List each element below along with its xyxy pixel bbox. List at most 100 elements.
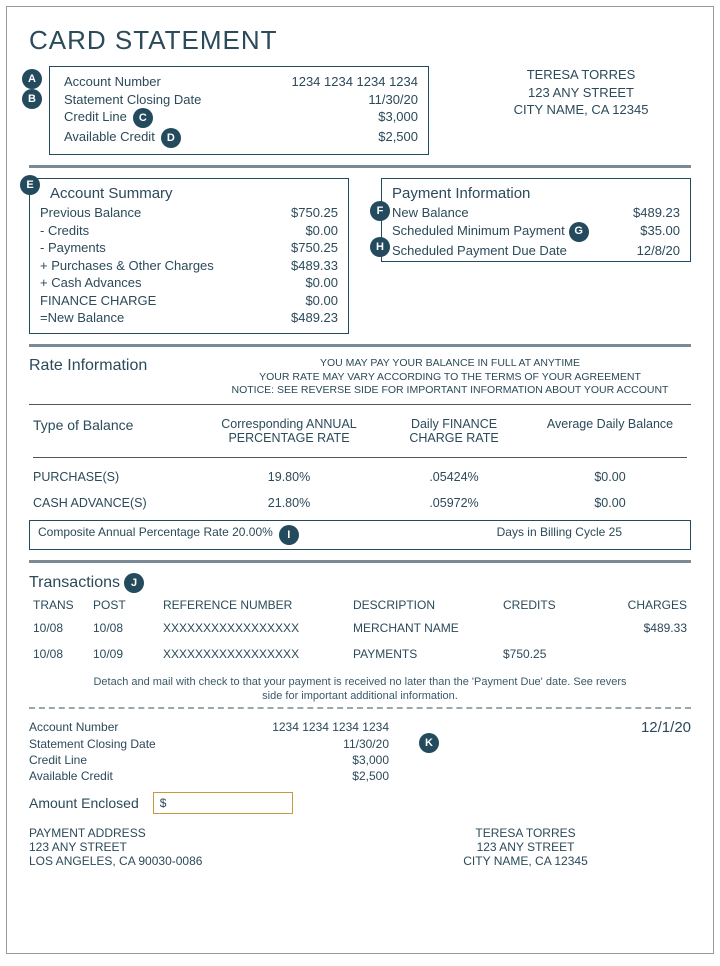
badge-h: H <box>370 237 390 257</box>
sum-label: =New Balance <box>40 309 124 327</box>
rate-row: CASH ADVANCE(S) 21.80% .05972% $0.00 <box>29 490 691 516</box>
sum-value: $750.25 <box>291 239 338 257</box>
stub-date: 12/1/20 <box>409 719 691 736</box>
pay-value: $35.00 <box>640 222 680 242</box>
stub-label: Available Credit <box>29 768 113 784</box>
cell: 10/08 <box>89 615 159 641</box>
th-desc: DESCRIPTION <box>349 595 499 615</box>
acct-label: Statement Closing Date <box>64 91 201 109</box>
notice-line: YOU MAY PAY YOUR BALANCE IN FULL AT ANYT… <box>209 357 691 371</box>
th-charges: CHARGES <box>579 595 691 615</box>
cell: $0.00 <box>529 490 691 516</box>
addressee-street: 123 ANY STREET <box>471 84 691 102</box>
badge-a: A <box>22 69 42 89</box>
cell <box>579 641 691 667</box>
rate-row: PURCHASE(S) 19.80% .05424% $0.00 <box>29 464 691 490</box>
th-trans: TRANS <box>29 595 89 615</box>
stub-value: $2,500 <box>352 768 389 784</box>
divider <box>29 404 691 405</box>
acct-value: 11/30/20 <box>368 91 418 109</box>
addressee-city: CITY NAME, CA 12345 <box>471 101 691 119</box>
badge-j: J <box>124 573 144 593</box>
cell: 10/09 <box>89 641 159 667</box>
badge-f: F <box>370 201 390 221</box>
rate-col-adb: Average Daily Balance <box>529 411 691 451</box>
sum-label: - Payments <box>40 239 106 257</box>
cell: 10/08 <box>29 615 89 641</box>
cell: XXXXXXXXXXXXXXXXX <box>159 615 349 641</box>
addr-line: TERESA TORRES <box>360 826 691 840</box>
rate-col-apr: Corresponding ANNUAL PERCENTAGE RATE <box>199 411 379 451</box>
payment-stub: Account Number 1234 1234 1234 1234 Statem… <box>29 719 691 814</box>
recipient-address: TERESA TORRES 123 ANY STREET CITY NAME, … <box>360 826 691 868</box>
cell: .05424% <box>379 464 529 490</box>
addressee-name: TERESA TORRES <box>471 66 691 84</box>
sum-value: $0.00 <box>305 222 338 240</box>
days-cycle: Days in Billing Cycle 25 <box>497 525 622 545</box>
dashed-divider <box>29 707 691 709</box>
account-summary-box: E Account Summary Previous Balance$750.2… <box>29 178 349 334</box>
amount-label: Amount Enclosed <box>29 795 139 811</box>
cell <box>499 615 579 641</box>
acct-label: Account Number <box>64 73 161 91</box>
cell: $0.00 <box>529 464 691 490</box>
pay-label: Scheduled Minimum Payment <box>392 222 565 242</box>
addr-line: 123 ANY STREET <box>29 840 360 854</box>
badge-i: I <box>279 525 299 545</box>
addr-line: CITY NAME, CA 12345 <box>360 854 691 868</box>
stub-label: Credit Line <box>29 752 87 768</box>
page-title: CARD STATEMENT <box>29 25 691 56</box>
badge-c: C <box>133 108 153 128</box>
sum-value: $489.23 <box>291 309 338 327</box>
sum-value: $0.00 <box>305 274 338 292</box>
cell: PAYMENTS <box>349 641 499 667</box>
cell: 21.80% <box>199 490 379 516</box>
summary-heading: Account Summary <box>50 185 338 202</box>
rate-title: Rate Information <box>29 357 209 398</box>
cell: XXXXXXXXXXXXXXXXX <box>159 641 349 667</box>
pay-label: New Balance <box>392 204 469 222</box>
cell: 19.80% <box>199 464 379 490</box>
cell: $750.25 <box>499 641 579 667</box>
badge-g: G <box>569 222 589 242</box>
divider <box>29 560 691 563</box>
cell: 10/08 <box>29 641 89 667</box>
addr-line: 123 ANY STREET <box>360 840 691 854</box>
sum-value: $489.33 <box>291 257 338 275</box>
addr-line: LOS ANGELES, CA 90030-0086 <box>29 854 360 868</box>
th-post: POST <box>89 595 159 615</box>
sum-value: $0.00 <box>305 292 338 310</box>
sum-label: - Credits <box>40 222 89 240</box>
addr-line: PAYMENT ADDRESS <box>29 826 360 840</box>
payment-info-box: Payment Information F New Balance$489.23… <box>381 178 691 262</box>
rate-table: Type of Balance Corresponding ANNUAL PER… <box>29 411 691 516</box>
transactions-title: Transactions <box>29 574 120 592</box>
stub-label: Statement Closing Date <box>29 736 156 752</box>
divider <box>29 165 691 168</box>
account-box: A B Account Number1234 1234 1234 1234 St… <box>49 66 429 155</box>
transactions-table: TRANS POST REFERENCE NUMBER DESCRIPTION … <box>29 595 691 667</box>
pay-value: $489.23 <box>633 204 680 222</box>
transaction-row: 10/08 10/08 XXXXXXXXXXXXXXXXX MERCHANT N… <box>29 615 691 641</box>
detach-note: Detach and mail with check to that your … <box>89 675 631 704</box>
badge-d: D <box>161 128 181 148</box>
stub-value: $3,000 <box>352 752 389 768</box>
notice-line: YOUR RATE MAY VARY ACCORDING TO THE TERM… <box>209 371 691 385</box>
acct-value: $3,000 <box>378 108 418 128</box>
acct-value: 1234 1234 1234 1234 <box>291 73 418 91</box>
amount-enclosed-input[interactable] <box>153 792 293 814</box>
cell: $489.33 <box>579 615 691 641</box>
pay-label: Scheduled Payment Due Date <box>392 242 567 260</box>
composite-rate: Composite Annual Percentage Rate 20.00% <box>38 525 273 545</box>
sum-label: Previous Balance <box>40 204 141 222</box>
sum-value: $750.25 <box>291 204 338 222</box>
rate-col-type: Type of Balance <box>29 411 199 451</box>
stub-label: Account Number <box>29 719 118 735</box>
th-ref: REFERENCE NUMBER <box>159 595 349 615</box>
notice-line: NOTICE: SEE REVERSE SIDE FOR IMPORTANT I… <box>209 384 691 398</box>
sum-label: + Purchases & Other Charges <box>40 257 214 275</box>
stub-value: 1234 1234 1234 1234 <box>272 719 389 735</box>
payment-address: PAYMENT ADDRESS 123 ANY STREET LOS ANGEL… <box>29 826 360 868</box>
cell: .05972% <box>379 490 529 516</box>
transaction-row: 10/08 10/09 XXXXXXXXXXXXXXXXX PAYMENTS $… <box>29 641 691 667</box>
